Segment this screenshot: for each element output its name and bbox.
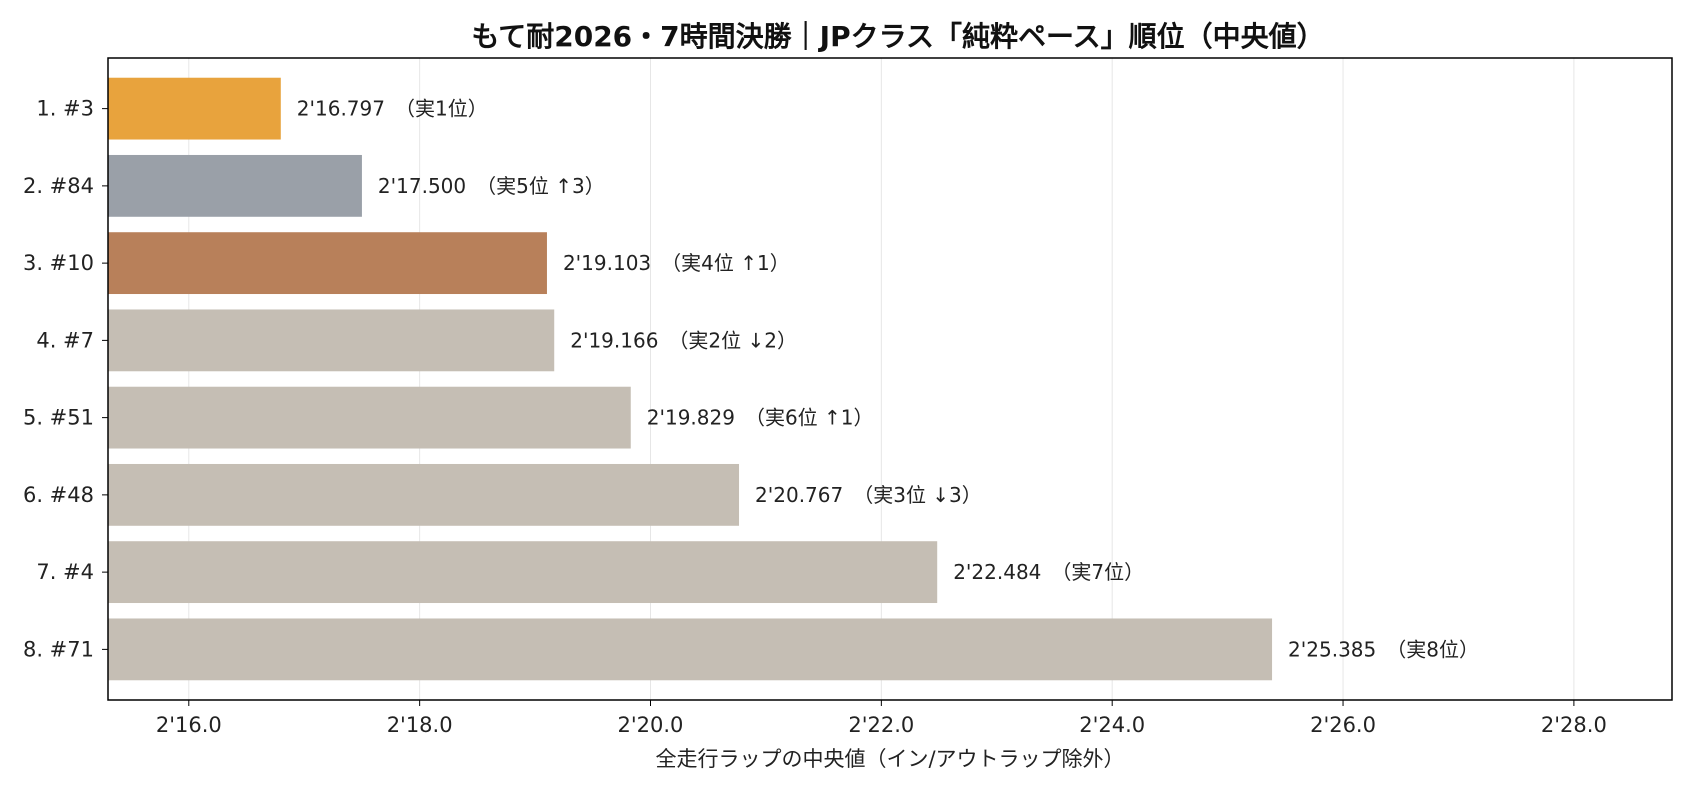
bar (108, 386, 631, 449)
x-tick-label: 2'28.0 (1541, 713, 1607, 737)
bar (108, 232, 547, 295)
x-tick-label: 2'26.0 (1310, 713, 1376, 737)
data-label: 2'19.166 （実2位 ↓2） (570, 328, 797, 352)
plot-frame (107, 57, 1673, 701)
bar (108, 154, 362, 217)
category-label: 5. #51 (23, 406, 94, 430)
category-label: 7. #4 (36, 560, 94, 584)
data-label: 2'25.385 （実8位） (1288, 637, 1479, 661)
bar (108, 309, 555, 372)
data-label: 2'19.829 （実6位 ↑1） (647, 406, 874, 430)
bar-layer (108, 77, 1273, 681)
x-tick-label: 2'16.0 (156, 713, 222, 737)
x-tick-label: 2'22.0 (848, 713, 914, 737)
bar (108, 77, 281, 140)
bar (108, 463, 740, 526)
category-label: 1. #3 (36, 97, 94, 121)
label-layer: 1. #3 2'16.797 （実1位） 2. #84 2'17.500 （実5位 ↑… (23, 97, 1479, 662)
tick-layer: 2'16.0 2'18.0 2'20.0 2'22.0 2'24.0 2'26.0 2'28… (102, 108, 1607, 737)
category-label: 2. #84 (23, 174, 94, 198)
x-tick-label: 2'20.0 (618, 713, 684, 737)
bar (108, 541, 938, 604)
data-label: 2'19.103 （実4位 ↑1） (563, 251, 790, 275)
data-label: 2'20.767 （実3位 ↓3） (755, 483, 982, 507)
bar (108, 618, 1273, 681)
data-label: 2'22.484 （実7位） (953, 560, 1144, 584)
chart-title: もて耐2026・7時間決勝｜JPクラス「純粋ペース」順位（中央値） (471, 20, 1324, 53)
x-tick-label: 2'24.0 (1079, 713, 1145, 737)
category-label: 3. #10 (23, 251, 94, 275)
grid-layer (188, 58, 1575, 700)
category-label: 4. #7 (36, 328, 94, 352)
x-axis-label: 全走行ラップの中央値（イン/アウトラップ除外） (655, 747, 1124, 771)
category-label: 6. #48 (23, 483, 94, 507)
x-tick-label: 2'18.0 (387, 713, 453, 737)
data-label: 2'17.500 （実5位 ↑3） (378, 174, 605, 198)
category-label: 8. #71 (23, 637, 94, 661)
data-label: 2'16.797 （実1位） (297, 97, 488, 121)
